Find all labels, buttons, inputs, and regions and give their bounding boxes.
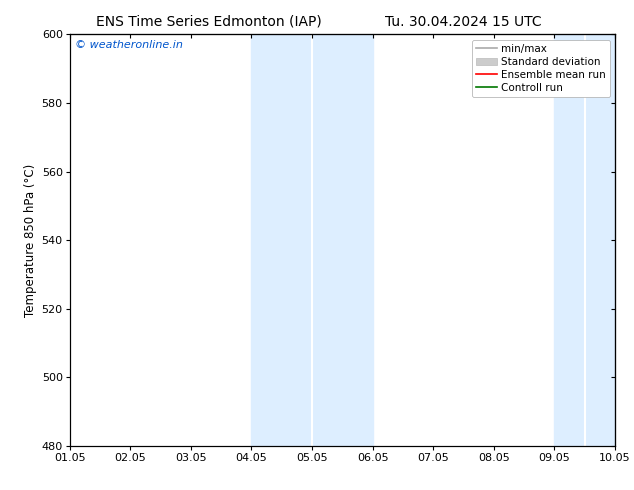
Legend: min/max, Standard deviation, Ensemble mean run, Controll run: min/max, Standard deviation, Ensemble me… bbox=[472, 40, 610, 97]
Y-axis label: Temperature 850 hPa (°C): Temperature 850 hPa (°C) bbox=[24, 164, 37, 317]
Text: Tu. 30.04.2024 15 UTC: Tu. 30.04.2024 15 UTC bbox=[384, 15, 541, 29]
Text: ENS Time Series Edmonton (IAP): ENS Time Series Edmonton (IAP) bbox=[96, 15, 322, 29]
Bar bbox=[252, 34, 373, 446]
Bar bbox=[554, 34, 615, 446]
Text: © weatheronline.in: © weatheronline.in bbox=[75, 41, 183, 50]
